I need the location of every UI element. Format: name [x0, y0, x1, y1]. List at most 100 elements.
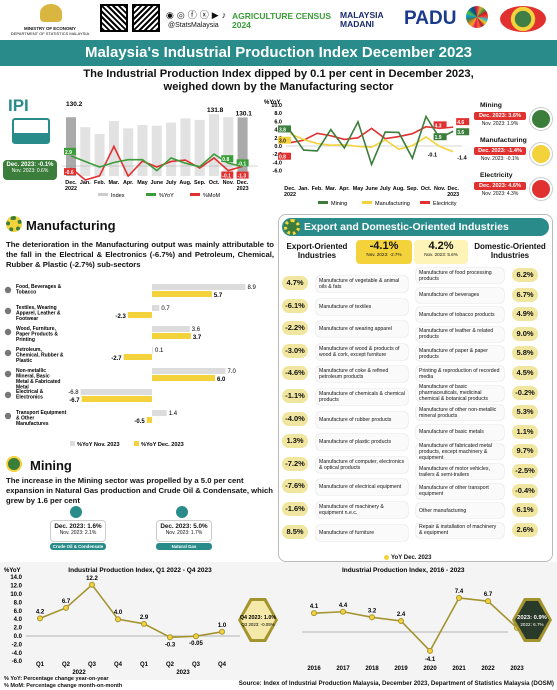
- subsector-label: Petroleum,: [16, 347, 42, 353]
- quarterly-value-label: -0.3: [165, 642, 176, 648]
- export-left-pill: -7.6%: [282, 479, 308, 494]
- gas-icon: [176, 506, 188, 518]
- quarterly-value-label: 2.9: [140, 615, 149, 621]
- x-tick-label: 2016: [307, 666, 321, 672]
- subsector-icon: [4, 391, 12, 399]
- subsector-label: Apparel, Leather &: [16, 311, 61, 317]
- mom-label-first-bg: [64, 168, 76, 176]
- export-left-label: Manufacture of rubber products: [316, 411, 408, 428]
- subsector-label: Non-metallic: [16, 368, 46, 374]
- bar-dec-label: 3.7: [193, 335, 202, 341]
- export-right-label: Manufacture of motor vehicles, trailers …: [416, 464, 504, 479]
- annual-chart: Industrial Production Index, 2016 - 2023…: [302, 567, 552, 672]
- export-right-label: Printing & reproduction of recorded medi…: [416, 366, 504, 381]
- x-tick-year: 2023: [447, 192, 459, 198]
- export-left-label: Manufacture of computer, electronics & o…: [316, 456, 408, 473]
- sector-chart: %YoY10.08.06.04.02.00.0-2.0-4.0-6.03.83.…: [264, 100, 470, 207]
- y-axis-label: %YoY: [264, 100, 281, 106]
- padu-logo: PADU: [404, 8, 457, 29]
- sector-card-dec: Dec. 2023: 3.6%: [474, 112, 526, 120]
- sector-card-name: Mining: [480, 102, 502, 109]
- subsector-label: Footwear: [16, 316, 38, 322]
- subsector-label: Metal & Fabricated: [16, 379, 60, 385]
- y-tick-label: 10.0: [271, 103, 282, 109]
- annual-value-label: -4.1: [425, 657, 436, 663]
- subsector-label: Mineral, Basic: [16, 374, 50, 380]
- quarterly-value-label: 12.2: [86, 576, 98, 582]
- y-tick-label: 6.0: [14, 609, 23, 615]
- export-header-bar: [282, 218, 549, 236]
- x-tick-label: Sep.: [407, 186, 419, 192]
- x-tick-label: Q4: [114, 662, 123, 668]
- bar-dec: [152, 291, 212, 297]
- legend-label-index: Index: [111, 193, 125, 198]
- legend-dec: %YoY Dec. 2023: [141, 442, 184, 448]
- bar-nov-label: 0.7: [161, 306, 170, 312]
- yoy-label-nov-bg: [221, 155, 234, 163]
- ipi-badge-nov: Nov. 2023: 0.6%: [11, 168, 49, 174]
- export-right-label: Manufacture of food processing products: [416, 268, 504, 283]
- x-tick-label: 2020: [423, 666, 437, 672]
- bar-nov: [80, 389, 152, 395]
- y-tick-label: -4.0: [273, 160, 282, 166]
- quarterly-title: Industrial Production Index, Q1 2022 - Q…: [68, 567, 212, 574]
- ipi-label: IPI: [8, 96, 29, 115]
- export-right-label: Manufacture of other non-metallic minera…: [416, 405, 504, 421]
- export-left-small: Nov. 2023: -2.7%: [366, 252, 402, 257]
- gas-dec: Dec. 2023: 5.0%: [160, 523, 208, 530]
- gas-label: Natural Gas: [156, 543, 212, 550]
- madani-logo: MALAYSIA MADANI: [340, 10, 384, 29]
- annual-point: [311, 610, 317, 617]
- subsector-label: Food, Beverages &: [16, 284, 62, 290]
- header: MINISTRY OF ECONOMY DEPARTMENT OF STATIS…: [0, 0, 557, 40]
- index-bar: [137, 125, 148, 176]
- bar-nov: [152, 326, 190, 332]
- index-bar: [194, 119, 205, 176]
- ipi-badge: Dec. 2023: -0.1% Nov. 2023: 0.6%: [3, 160, 57, 180]
- manufacturing-label-last: -1.4: [457, 156, 467, 162]
- export-right-pill: 2.6%: [512, 522, 538, 537]
- sector-card-nov: Nov. 2023: 4.3%: [481, 191, 519, 197]
- subsector-label: Paper Products &: [16, 332, 58, 338]
- sector-card: Dec. 2023: -1.4% Nov. 2023: -0.1%: [474, 147, 526, 165]
- bar-dec-label: -0.5: [134, 419, 145, 425]
- annual-value-label: 3.2: [368, 608, 377, 614]
- index-label-last: 130.1: [236, 110, 253, 117]
- bar-nov: [152, 305, 160, 311]
- x-tick-label: Feb.: [94, 180, 106, 186]
- electricity-label-last: 4.6: [457, 120, 464, 126]
- electricity-label-last-bg: [456, 118, 470, 126]
- y-tick-label: 0.0: [14, 634, 23, 640]
- export-right-label: Manufacture of beverages: [416, 287, 504, 303]
- x-tick-label: 2021: [452, 666, 466, 672]
- export-left-label: Manufacture of coke & refined petroleum …: [316, 366, 408, 383]
- x-tick-label: Nov.: [223, 180, 235, 186]
- legend-label-yoy: %YoY: [159, 193, 174, 198]
- x-tick-label: July: [166, 180, 177, 186]
- legend-label-electricity: Electricity: [433, 201, 457, 207]
- page-subtitle: The Industrial Production Index dipped b…: [0, 66, 557, 96]
- index-bar: [180, 118, 191, 176]
- export-right-pill: -2.5%: [512, 464, 538, 478]
- yoy-label-last-bg: [236, 159, 249, 167]
- export-right-label: Manufacture of paper & paper products: [416, 346, 504, 362]
- export-right-label: Repair & installation of machinery & equ…: [416, 522, 504, 538]
- index-label-first: 130.2: [66, 101, 83, 108]
- crude-nov: Nov. 2023: 2.1%: [59, 530, 97, 536]
- subsector-icon: [4, 286, 12, 294]
- quarterly-chart: Industrial Production Index, Q1 2022 - Q…: [4, 567, 278, 676]
- subsector-label: Plastic: [16, 358, 32, 364]
- export-left-label: Manufacture of plastic products: [316, 434, 408, 451]
- legend-swatch: [362, 201, 372, 204]
- subsector-label: Wood, Furniture,: [16, 326, 57, 332]
- x-tick-label: Sep.: [194, 180, 206, 186]
- legend-swatch: [318, 201, 328, 204]
- export-left-label: Manufacture of furniture: [316, 524, 408, 541]
- x-tick-label: June: [365, 186, 378, 192]
- sector-card: Dec. 2023: 3.6% Nov. 2023: 1.9%: [474, 112, 526, 130]
- quarterly-point: [115, 616, 121, 623]
- mom-label-first: -0.6: [65, 170, 74, 176]
- annual-value-label: 6.7: [484, 592, 493, 598]
- mining-line: [289, 114, 454, 167]
- export-right-label: Manufacture of leather & related product…: [416, 326, 504, 342]
